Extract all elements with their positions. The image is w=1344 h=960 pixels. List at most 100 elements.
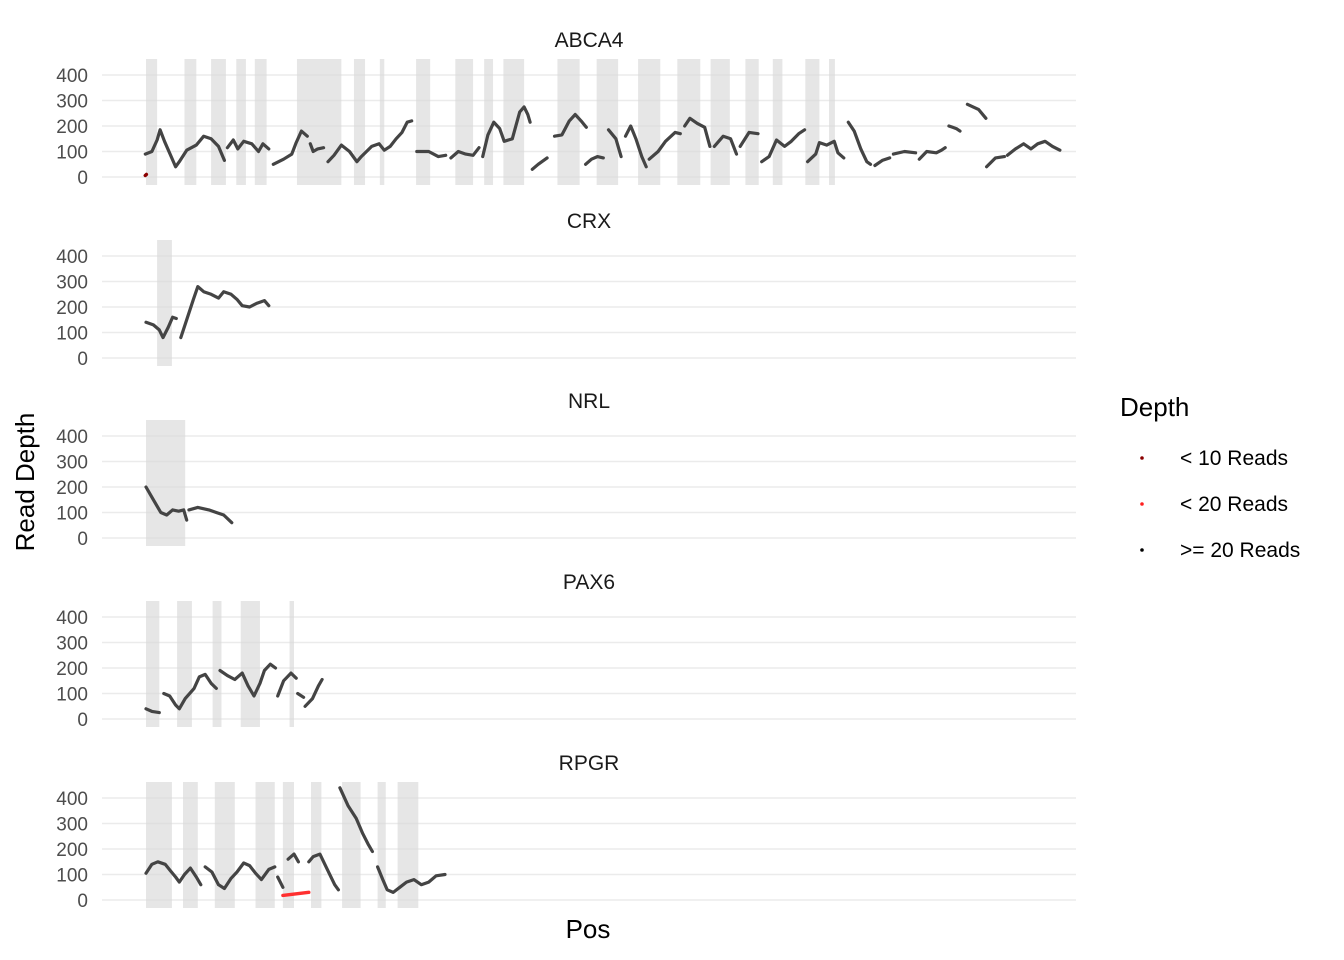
coverage-points: [144, 860, 203, 887]
exon-band: [236, 59, 246, 185]
y-tick-label: 200: [56, 298, 88, 319]
coverage-points: [203, 861, 277, 891]
y-tick-label: 200: [56, 117, 88, 138]
exon-band: [289, 601, 294, 727]
exon-band: [484, 59, 494, 185]
exon-band: [596, 59, 619, 185]
coverage-points: [552, 112, 588, 138]
coverage-points: [179, 285, 271, 340]
y-tick-label: 100: [56, 143, 88, 164]
coverage-points: [307, 852, 340, 892]
exon-band: [311, 782, 322, 908]
y-tick-label: 0: [77, 891, 88, 912]
y-tick-label: 300: [56, 815, 88, 836]
exon-band: [805, 59, 820, 185]
coverage-points: [846, 120, 873, 166]
facet-panel-rpgr: RPGR 0 100 200 300 400: [56, 752, 1076, 912]
coverage-points: [1005, 139, 1062, 157]
coverage-points: [806, 139, 846, 164]
exon-band: [183, 782, 198, 908]
coverage-points: [286, 852, 300, 864]
exon-band: [282, 782, 294, 908]
y-tick-label: 0: [77, 168, 88, 189]
exon-band: [829, 59, 835, 185]
exon-band: [146, 59, 158, 185]
facet-title: CRX: [567, 210, 611, 233]
coverage-points: [308, 142, 326, 154]
coverage-points: [873, 156, 892, 168]
facet-panel-pax6: PAX6 0 100 200 300 400: [56, 571, 1076, 731]
y-tick-label: 200: [56, 840, 88, 861]
exon-band: [377, 782, 386, 908]
y-tick-label: 400: [56, 789, 88, 810]
exon-band: [255, 782, 275, 908]
exon-band: [379, 59, 385, 185]
coverage-points: [326, 119, 414, 164]
legend-label-ge20: >= 20 Reads: [1180, 539, 1300, 562]
exon-band: [212, 601, 222, 727]
legend-item-ge20: >= 20 Reads: [1140, 539, 1300, 562]
legend-key-lt20: [1140, 502, 1144, 506]
coverage-points: [647, 130, 682, 161]
coverage-points: [449, 146, 481, 160]
y-tick-label: 400: [56, 608, 88, 629]
exon-band: [184, 59, 197, 185]
facet-panel-crx: CRX 0 100 200 300 400: [56, 210, 1076, 370]
coverage-points: [415, 149, 448, 159]
y-tick-label: 200: [56, 659, 88, 680]
exon-band: [214, 782, 235, 908]
legend-item-lt20: < 20 Reads: [1140, 493, 1288, 516]
coverage-points: [683, 116, 712, 148]
legend-label-lt10: < 10 Reads: [1180, 447, 1288, 470]
facet-title: ABCA4: [555, 29, 624, 52]
y-tick-label: 100: [56, 504, 88, 525]
coverage-points: [143, 128, 226, 169]
exon-band: [353, 59, 366, 185]
facet-panel-abca4: ABCA4 0 100 200 300 400: [56, 29, 1076, 189]
coverage-points: [225, 138, 271, 154]
coverage-points: [303, 677, 324, 708]
coverage-points: [276, 875, 285, 889]
facet-title: PAX6: [563, 571, 615, 594]
coverage-points: [584, 155, 605, 166]
y-tick-label: 100: [56, 324, 88, 345]
exon-band: [211, 59, 226, 185]
legend-label-lt20: < 20 Reads: [1180, 493, 1288, 516]
coverage-points: [296, 691, 306, 699]
y-tick-label: 0: [77, 529, 88, 550]
coverage-points: [738, 130, 760, 148]
coverage-points: [891, 149, 918, 156]
exon-band: [397, 782, 419, 908]
coverage-points: [985, 155, 1006, 169]
facet-title: NRL: [568, 390, 610, 413]
exon-band: [254, 59, 267, 185]
coverage-points: [218, 662, 278, 698]
exon-band: [342, 782, 361, 908]
coverage-points: [965, 102, 988, 120]
exon-band: [146, 782, 172, 908]
exon-band: [146, 601, 160, 727]
y-tick-label: 300: [56, 273, 88, 294]
coverage-points: [276, 671, 298, 698]
coverage-points: [162, 672, 218, 711]
facet-panels: ABCA4 0 100 200 300 400 CRX 0 100 200 300 400 NRL 0 10…: [56, 29, 1076, 912]
exon-band: [416, 59, 431, 185]
coverage-points: [606, 128, 623, 159]
legend-key-lt10: [1140, 456, 1144, 460]
coverage-points: [338, 786, 374, 854]
y-tick-label: 0: [77, 710, 88, 731]
y-tick-label: 400: [56, 427, 88, 448]
y-tick-label: 400: [56, 247, 88, 268]
y-tick-label: 300: [56, 92, 88, 113]
low-depth-points: [281, 890, 311, 898]
coverage-points: [144, 315, 178, 340]
y-tick-label: 0: [77, 349, 88, 370]
legend-item-lt10: < 10 Reads: [1140, 447, 1288, 470]
y-axis-title: Read Depth: [10, 413, 40, 552]
legend-title: Depth: [1120, 392, 1189, 422]
coverage-points: [144, 707, 161, 715]
coverage-points: [376, 865, 447, 894]
exon-band: [157, 240, 172, 366]
coverage-points: [712, 134, 739, 156]
